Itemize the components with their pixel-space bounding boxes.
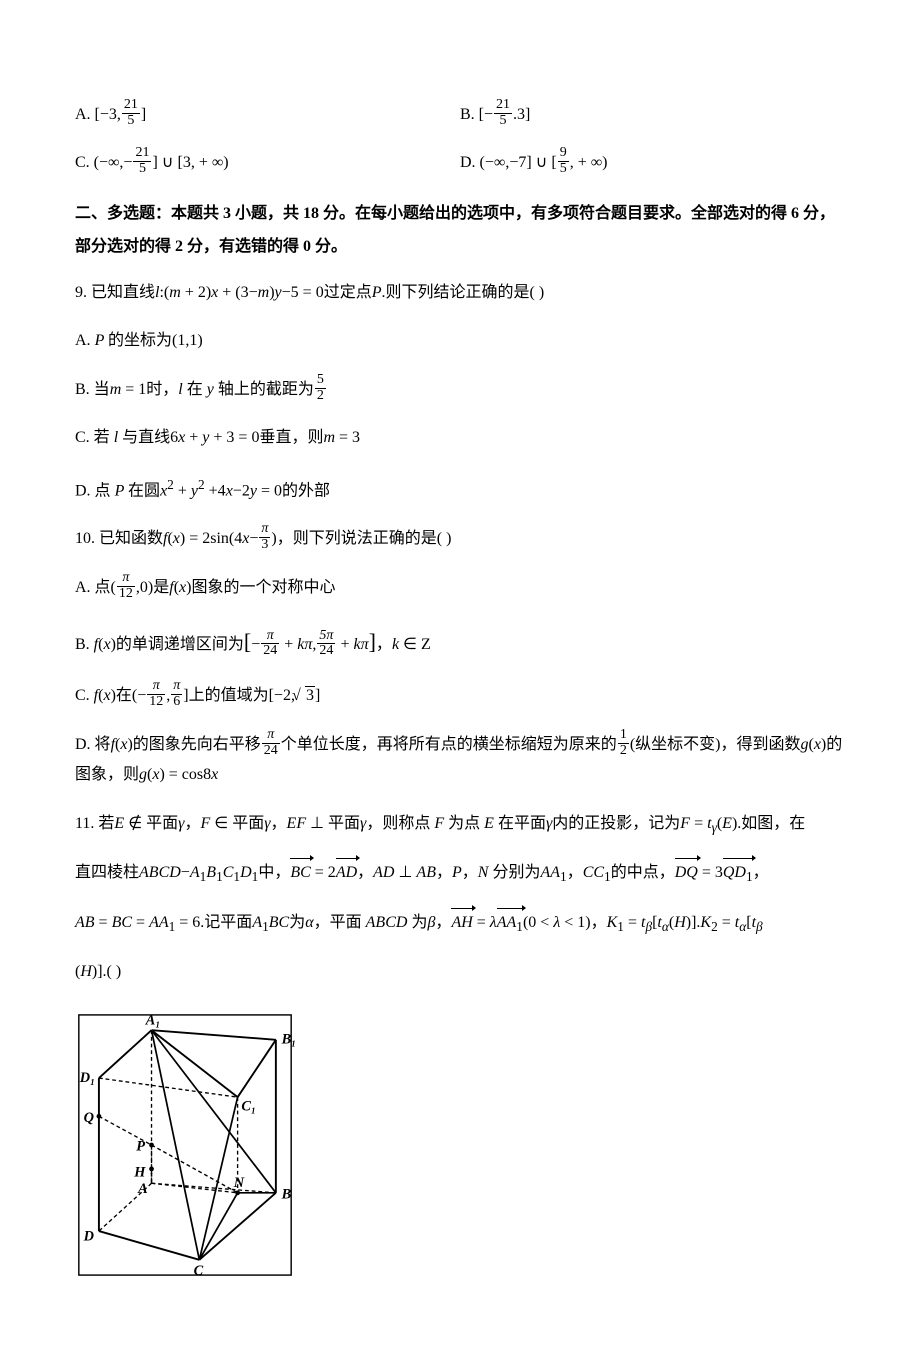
q11-figure: A₁ B₁ C₁ D₁ Q PHA B C D N [75,1005,845,1289]
q9-B: B. 当m = 1时，l 在 y 轴上的截距为52 [75,375,845,406]
svg-text:A₁: A₁ [145,1013,161,1029]
svg-text:B₁: B₁ [281,1032,295,1048]
q10-stem: 10. 已知函数f(x) = 2sin(4x−π3)，则下列说法正确的是( ) [75,524,845,555]
svg-text:H: H [133,1165,146,1181]
svg-text:C₁: C₁ [241,1099,256,1115]
svg-text:D: D [83,1229,95,1245]
section-2-header: 二、多选题：本题共 3 小题，共 18 分。在每小题给出的选项中，有多项符合题目… [75,197,845,264]
q9-A: A. P 的坐标为(1,1) [75,326,845,356]
q11-line4: (H)].( ) [75,957,845,987]
svg-text:P: P [136,1139,145,1155]
q11-line2: 直四棱柱ABCD−A1B1C1D1中，BC = 2AD，AD ⊥ AB，P，N … [75,858,845,890]
option-8B: B. [−215.3] [460,100,845,130]
svg-text:D₁: D₁ [79,1070,95,1086]
option-8C: C. (−∞,−215] ∪ [3, + ∞) [75,148,460,178]
q10-C: C. f(x)在(−π12,π6]上的值域为[−2,3] [75,681,845,712]
option-8A: A. [−3,215] [75,100,460,130]
q9-stem: 9. 已知直线l:(m + 2)x + (3−m)y−5 = 0过定点P.则下列… [75,278,845,308]
svg-text:C: C [194,1264,204,1280]
svg-text:B: B [281,1187,292,1203]
q10-D: D. 将f(x)的图象先向右平移π24个单位长度，再将所有点的横坐标缩短为原来的… [75,730,845,791]
q10-A: A. 点(π12,0)是f(x)图象的一个对称中心 [75,573,845,604]
q9-D: D. 点 P 在圆x2 + y2 +4x−2y = 0的外部 [75,472,845,507]
q11-line3: AB = BC = AA1 = 6.记平面A1BC为α，平面 ABCD 为β，A… [75,908,845,940]
option-8D: D. (−∞,−7] ∪ [95, + ∞) [460,148,845,178]
q11-line1: 11. 若E ∉ 平面γ，F ∈ 平面γ，EF ⊥ 平面γ，则称点 F 为点 E… [75,809,845,841]
q9-C: C. 若 l 与直线6x + y + 3 = 0垂直，则m = 3 [75,423,845,453]
svg-text:Q: Q [84,1111,94,1127]
q10-B: B. f(x)的单调递增区间为[−π24 + kπ,5π24 + kπ]，k ∈… [75,621,845,663]
svg-text:A: A [137,1181,148,1197]
svg-text:N: N [233,1176,245,1192]
